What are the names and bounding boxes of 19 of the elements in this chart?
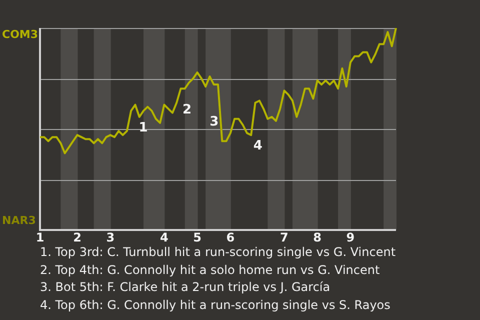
annotation: 4 — [253, 138, 262, 154]
x-tick-label: 3 — [106, 230, 115, 244]
text: 3. Bot 5th: F. Clarke hit a 2-run triple vs J. García — [40, 279, 332, 296]
x-tick-label: 8 — [313, 230, 322, 244]
x-tick-label: 9 — [346, 230, 355, 244]
x-tick-label: 5 — [193, 230, 202, 244]
x-tick-label: 1 — [36, 230, 44, 244]
annotation: 1 — [138, 120, 148, 136]
text: NAR3 — [2, 214, 36, 227]
text: 4. Top 6th: G. Connolly hit a run-scoring single vs S. Rayos — [40, 296, 392, 314]
x-tick-label: 2 — [73, 230, 82, 244]
x-tick-label: 7 — [280, 230, 288, 244]
annotation: 2 — [182, 102, 192, 118]
annotation: 3 — [210, 114, 219, 130]
x-tick-label: 6 — [226, 230, 235, 244]
text: 2. Top 4th: G. Connolly hit a solo home run vs G. Vincent — [40, 262, 381, 278]
x-tick-label: 4 — [160, 230, 168, 244]
text: COM3 — [2, 28, 38, 41]
text: 1. Top 3rd: C. Turnbull hit a run-scoring single vs G. Vincent — [40, 244, 396, 261]
